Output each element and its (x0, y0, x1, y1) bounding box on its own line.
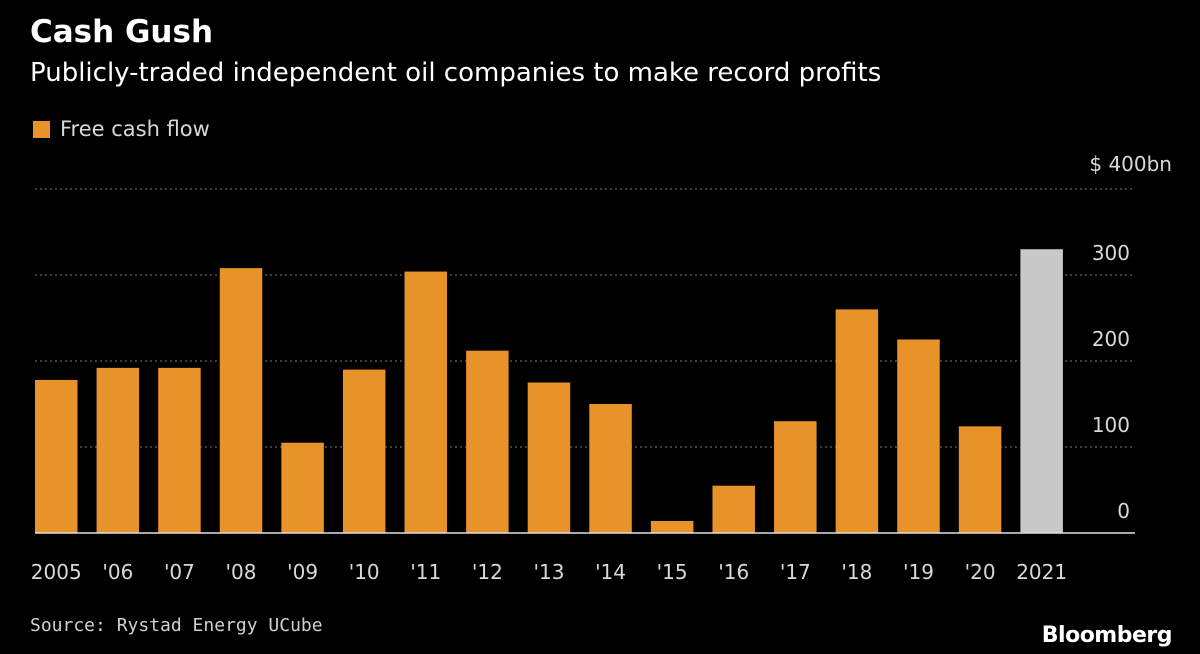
y-tick-label: 100 (1092, 413, 1130, 437)
bar (835, 309, 879, 533)
x-tick-label: '10 (349, 560, 380, 584)
bar (774, 421, 817, 533)
x-tick-label: '08 (226, 560, 257, 584)
y-tick-label: 0 (1117, 499, 1130, 523)
bar (650, 520, 694, 533)
bar (158, 367, 201, 533)
bar (527, 382, 571, 533)
x-tick-label: 2005 (31, 560, 82, 584)
y-tick-label: 200 (1092, 327, 1130, 351)
x-tick-label: '19 (903, 560, 934, 584)
y-tick-label: 300 (1092, 241, 1130, 265)
bloomberg-logo: Bloomberg (1041, 623, 1173, 648)
x-tick-label: '13 (533, 560, 564, 584)
x-tick-label: '16 (718, 560, 749, 584)
x-tick-label: '11 (410, 560, 441, 584)
legend: Free cash flow (33, 117, 210, 141)
bar (281, 442, 324, 533)
x-tick-label: '12 (472, 560, 503, 584)
y-axis-top-label: $ 400bn (1089, 152, 1172, 176)
bar (466, 350, 509, 533)
x-tick-label: 2021 (1016, 560, 1067, 584)
x-tick-label: '14 (595, 560, 626, 584)
bar (589, 404, 632, 533)
bar (342, 369, 386, 533)
x-tick-label: '09 (287, 560, 318, 584)
x-tick-label: '18 (841, 560, 872, 584)
bar (219, 268, 263, 533)
bar (96, 367, 140, 533)
chart-subtitle: Publicly-traded independent oil companie… (30, 58, 882, 88)
bar (35, 379, 78, 533)
x-tick-label: '06 (102, 560, 133, 584)
legend-swatch (33, 120, 50, 138)
chart-title: Cash Gush (30, 14, 214, 50)
source-note: Source: Rystad Energy UCube (30, 615, 323, 636)
x-tick-label: '07 (164, 560, 195, 584)
bar (712, 485, 755, 533)
x-tick-label: '15 (657, 560, 688, 584)
x-tick-label: '17 (780, 560, 811, 584)
legend-label: Free cash flow (60, 117, 210, 141)
bar (897, 339, 940, 533)
bar (958, 426, 1002, 533)
bar (404, 271, 448, 533)
bar (1020, 249, 1063, 533)
x-tick-label: '20 (965, 560, 996, 584)
